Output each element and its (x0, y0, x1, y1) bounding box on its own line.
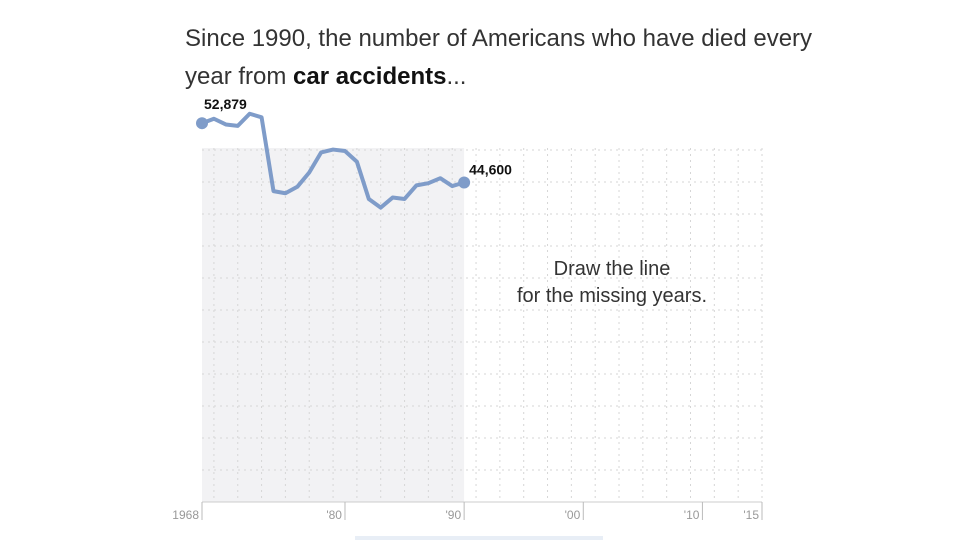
draw-prompt: Draw the line for the missing years. (462, 256, 762, 310)
end-value-label: 44,600 (469, 162, 512, 178)
x-tick-label: '15 (743, 508, 759, 522)
x-tick-label: 1968 (172, 508, 199, 522)
start-point (196, 117, 208, 130)
draw-prompt-line-2: for the missing years. (516, 285, 708, 307)
headline-prefix: Since 1990, the number of Americans who … (185, 25, 813, 90)
scroll-indicator (355, 536, 603, 540)
x-tick-label: '90 (445, 508, 461, 522)
data-line (200, 111, 467, 210)
start-value-label: 52,879 (204, 96, 247, 112)
x-tick-label: '10 (684, 508, 700, 522)
grid (202, 148, 763, 502)
headline: Since 1990, the number of Americans who … (185, 20, 825, 96)
headline-emphasis: car accidents (293, 63, 447, 90)
x-tick-label: '00 (565, 508, 581, 522)
draw-prompt-line-1: Draw the line (553, 258, 671, 280)
headline-suffix: ... (446, 63, 467, 90)
end-point[interactable] (458, 176, 471, 189)
x-ticks: 1968 '80 '90 '00 '10 '15 (172, 502, 763, 522)
x-tick-label: '80 (326, 508, 342, 522)
